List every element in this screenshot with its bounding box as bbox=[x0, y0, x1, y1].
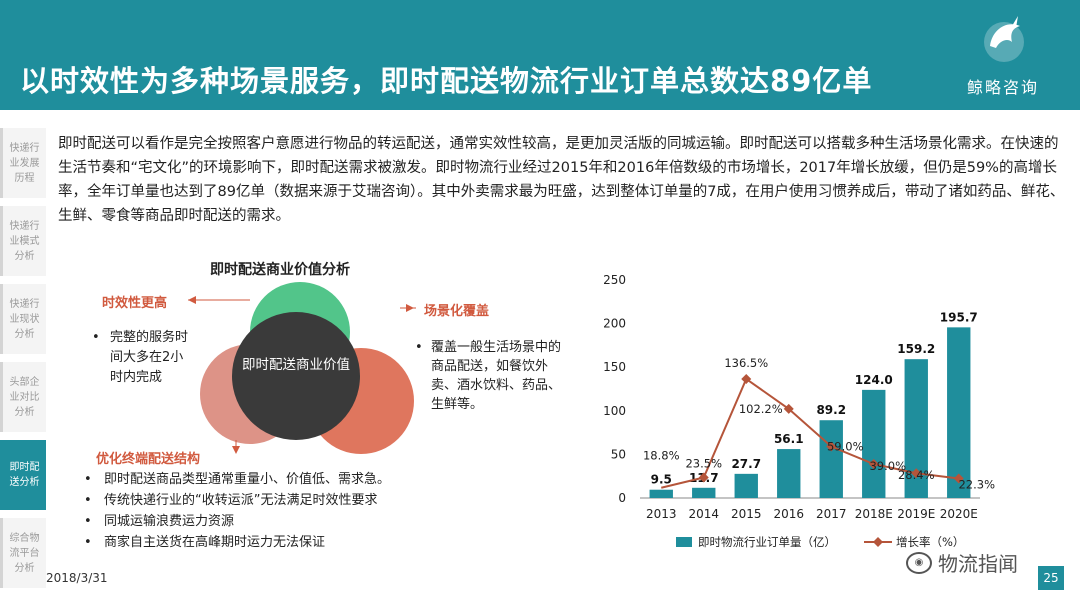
center-circle bbox=[232, 312, 360, 440]
structure-list: 即时配送商品类型通常重量小、价值低、需求急。 传统快递行业的“收转运派”无法满足… bbox=[80, 469, 510, 553]
legend-swatch-bar bbox=[676, 537, 692, 547]
y-tick-label: 100 bbox=[603, 404, 626, 418]
bullet-dot: • bbox=[92, 330, 100, 345]
growth-label: 28.4% bbox=[898, 468, 935, 482]
legend-label-line: 增长率（%） bbox=[896, 535, 964, 549]
nav-item-history[interactable]: 快递行业发展历程 bbox=[0, 128, 46, 198]
bar bbox=[777, 449, 801, 498]
growth-marker bbox=[868, 458, 879, 469]
bar-value-label: 89.2 bbox=[816, 403, 846, 417]
y-tick-label: 200 bbox=[603, 317, 626, 331]
logo-text: 鲸略咨询 bbox=[966, 78, 1039, 97]
list-item: 传统快递行业的“收转运派”无法满足时效性要求 bbox=[80, 490, 510, 511]
bar bbox=[649, 489, 673, 498]
growth-label: 23.5% bbox=[685, 457, 722, 471]
bar-value-label: 56.1 bbox=[774, 432, 804, 446]
bar bbox=[692, 487, 716, 498]
y-tick-label: 250 bbox=[603, 273, 626, 287]
page-number: 25 bbox=[1038, 566, 1064, 590]
growth-label: 102.2% bbox=[739, 402, 783, 416]
legend-label-bar: 即时物流行业订单量（亿） bbox=[698, 535, 836, 549]
y-tick-label: 50 bbox=[611, 447, 626, 461]
watermark: ◉ 物流指闻 bbox=[906, 548, 1018, 577]
growth-label-extra: 18.8% bbox=[643, 449, 680, 463]
nav-item-leaders[interactable]: 头部企业对比分析 bbox=[0, 362, 46, 432]
growth-marker bbox=[698, 472, 709, 483]
bar-value-label: 27.7 bbox=[731, 457, 761, 471]
title-banner: 以时效性为多种场景服务，即时配送物流行业订单总数达89亿单 鲸略咨询 bbox=[0, 0, 1080, 110]
venn-diagram: 即时配送商业价值 bbox=[190, 282, 430, 472]
growth-label: 136.5% bbox=[724, 356, 768, 370]
scenario-text: 覆盖一般生活场景中的商品配送，如餐饮外卖、酒水饮料、药品、生鲜等。 bbox=[431, 340, 562, 412]
center-label: 即时配送商业价值 bbox=[242, 357, 350, 373]
x-tick-label: 2019E bbox=[897, 507, 935, 521]
wechat-icon: ◉ bbox=[906, 551, 932, 574]
growth-line bbox=[661, 377, 959, 489]
bar-value-label: 9.5 bbox=[651, 473, 672, 487]
bar bbox=[947, 327, 971, 498]
x-tick-label: 2020E bbox=[940, 507, 978, 521]
nav-item-platform[interactable]: 综合物流平台分析 bbox=[0, 518, 46, 588]
nav-item-status[interactable]: 快递行业现状分析 bbox=[0, 284, 46, 354]
growth-label: 39.0% bbox=[869, 459, 906, 473]
x-tick-label: 2016 bbox=[773, 507, 804, 521]
brand-logo: 鲸略咨询 bbox=[948, 12, 1058, 102]
x-tick-label: 2018E bbox=[855, 507, 893, 521]
growth-marker bbox=[783, 403, 794, 414]
nav-item-instant-delivery[interactable]: 即时配送分析 bbox=[0, 440, 46, 510]
chart-svg: 0501001502002509.5201311.7201427.7201556… bbox=[603, 273, 995, 549]
nav-item-model[interactable]: 快递行业模式分析 bbox=[0, 206, 46, 276]
page-title: 以时效性为多种场景服务，即时配送物流行业订单总数达89亿单 bbox=[20, 64, 873, 98]
growth-marker bbox=[741, 373, 752, 384]
list-item: 商家自主送货在高峰期时运力无法保证 bbox=[80, 532, 510, 553]
x-tick-label: 2017 bbox=[816, 507, 847, 521]
x-tick-label: 2014 bbox=[688, 507, 719, 521]
bar-value-label: 159.2 bbox=[897, 342, 935, 356]
intro-paragraph: 即时配送可以看作是完全按照客户意愿进行物品的转运配送，通常实效性较高，是更加灵活… bbox=[58, 136, 1065, 224]
bullet-dot: • bbox=[415, 340, 423, 355]
watermark-text: 物流指闻 bbox=[938, 552, 1018, 576]
bar bbox=[819, 420, 843, 498]
growth-marker bbox=[953, 473, 964, 484]
x-tick-label: 2013 bbox=[646, 507, 677, 521]
list-item: 同城运输浪费运力资源 bbox=[80, 511, 510, 532]
timeliness-callout: 时效性更高 bbox=[102, 296, 168, 311]
dolphin-icon bbox=[984, 16, 1024, 62]
growth-label: 59.0% bbox=[827, 440, 864, 454]
order-volume-chart: 0501001502002509.5201311.7201427.7201556… bbox=[596, 268, 1076, 568]
y-tick-label: 0 bbox=[618, 491, 626, 505]
bar-value-label: 195.7 bbox=[940, 310, 978, 324]
growth-label: 22.3% bbox=[958, 478, 995, 492]
scenario-note: • 覆盖一般生活场景中的商品配送，如餐饮外卖、酒水饮料、药品、生鲜等。 bbox=[413, 338, 573, 414]
bar-value-label: 124.0 bbox=[855, 373, 893, 387]
list-item: 即时配送商品类型通常重量小、价值低、需求急。 bbox=[80, 469, 510, 490]
timeliness-text: 完整的服务时间大多在2小时内完成 bbox=[110, 330, 189, 385]
bar bbox=[904, 359, 928, 498]
timeliness-note: • 完整的服务时间大多在2小时内完成 bbox=[92, 328, 192, 388]
bar bbox=[862, 389, 886, 498]
y-tick-label: 150 bbox=[603, 360, 626, 374]
structure-callout: 优化终端配送结构 bbox=[96, 452, 201, 467]
diagram-title: 即时配送商业价值分析 bbox=[210, 262, 350, 278]
x-tick-label: 2015 bbox=[731, 507, 762, 521]
bar bbox=[734, 473, 758, 498]
date-label: 2018/3/31 bbox=[46, 571, 108, 585]
growth-marker bbox=[826, 441, 837, 452]
growth-marker bbox=[911, 468, 922, 479]
legend-marker-line bbox=[873, 537, 883, 547]
scenario-callout: 场景化覆盖 bbox=[424, 304, 490, 319]
